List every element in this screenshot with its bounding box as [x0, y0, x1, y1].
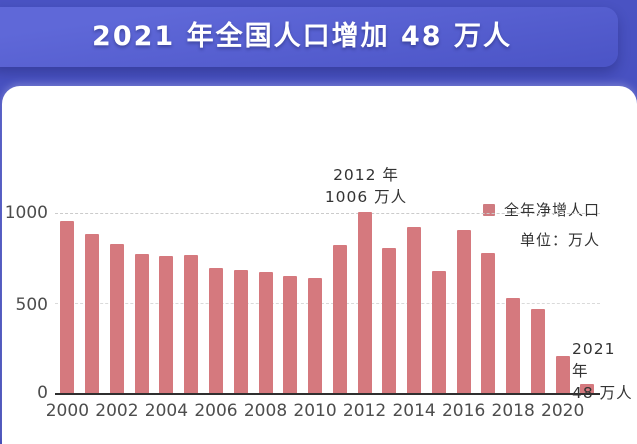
x-slot-2002: 2002: [95, 401, 138, 423]
bar-2005: [184, 254, 199, 393]
x-slot-2000: 2000: [46, 401, 89, 423]
bar-2002: [109, 244, 124, 393]
bar-slot-2000: [55, 213, 80, 393]
x-tick-2018: 2018: [491, 401, 535, 421]
bar-slot-2005: [179, 213, 204, 393]
x-tick-2000: 2000: [45, 401, 90, 421]
x-tick-2012: 2012: [342, 401, 387, 421]
bar-2017: [481, 252, 496, 393]
bar-slot-2009: [278, 213, 303, 393]
x-tick-2014: 2014: [392, 401, 436, 421]
bar-slot-2014: [402, 213, 427, 393]
gridline-500: [55, 303, 600, 304]
annotation-2021-year: 2021 年: [572, 340, 616, 380]
x-tick-2020: 2020: [541, 401, 585, 421]
annotation-2021: 2021 年 48 万人: [572, 338, 637, 404]
bar-2003: [134, 253, 149, 393]
title-banner: 2021 年全国人口增加 48 万人: [0, 7, 618, 67]
x-slot-2020: 2020: [541, 401, 584, 423]
legend-label: 全年净增人口: [503, 201, 600, 219]
bar-slot-2021: [575, 213, 600, 393]
x-slot-2021: [575, 401, 600, 423]
x-slot-2018: 2018: [492, 401, 535, 423]
y-tick-0: 0: [37, 383, 48, 403]
y-tick-1000: 1000: [4, 203, 48, 223]
bar-2007: [233, 270, 248, 393]
bar-slot-2011: [327, 213, 352, 393]
bar-slot-2002: [105, 213, 130, 393]
x-tick-2016: 2016: [441, 401, 486, 421]
bar-slot-2015: [426, 213, 451, 393]
bar-2006: [208, 268, 223, 393]
bar-slot-2001: [80, 213, 105, 393]
y-axis: 1000 500 0: [0, 0, 48, 444]
bar-2015: [431, 270, 446, 393]
bar-series: [55, 211, 600, 393]
bar-2018: [506, 297, 521, 393]
bar-slot-2018: [501, 213, 526, 393]
x-slot-2010: 2010: [293, 401, 336, 423]
annotation-2012-value: 1006 万人: [324, 188, 408, 206]
bar-slot-2004: [154, 213, 179, 393]
unit-label: 单位：万人: [519, 231, 600, 249]
x-tick-2004: 2004: [144, 401, 189, 421]
bar-slot-2016: [451, 213, 476, 393]
y-tick-500: 500: [15, 295, 48, 315]
bar-slot-2006: [204, 213, 229, 393]
bar-slot-2013: [377, 213, 402, 393]
x-slot-2004: 2004: [145, 401, 188, 423]
bar-2016: [456, 229, 471, 393]
bar-2014: [407, 227, 422, 393]
bar-slot-2020: [550, 213, 575, 393]
annotation-2012-year: 2012 年: [333, 166, 399, 184]
x-tick-2008: 2008: [243, 401, 288, 421]
gridline-1000: [55, 213, 600, 214]
bar-slot-2003: [129, 213, 154, 393]
plot-area: [55, 211, 600, 395]
x-tick-2006: 2006: [194, 401, 238, 421]
bar-slot-2007: [228, 213, 253, 393]
bar-slot-2012: [352, 211, 377, 393]
bar-2004: [159, 256, 174, 393]
bar-2001: [85, 233, 100, 393]
x-slot-2016: 2016: [442, 401, 485, 423]
x-tick-2002: 2002: [95, 401, 139, 421]
bar-2011: [332, 244, 347, 393]
bar-2008: [258, 271, 273, 393]
bar-2009: [283, 275, 298, 393]
bar-slot-2008: [253, 213, 278, 393]
annotation-2021-value: 48 万人: [572, 384, 633, 402]
bar-2021: [580, 384, 595, 393]
bar-slot-2019: [526, 213, 551, 393]
x-slot-2012: 2012: [343, 401, 386, 423]
legend-swatch-icon: [482, 203, 495, 216]
bar-2000: [60, 220, 75, 393]
bar-2013: [382, 248, 397, 393]
bar-2012: [357, 211, 372, 393]
x-axis: 2000 2002 2004 2006 2008 2010 2012 2014 2016 2018…: [46, 401, 600, 423]
annotation-2012: 2012 年 1006 万人: [325, 164, 407, 208]
bar-2010: [308, 277, 323, 393]
bar-slot-2017: [476, 213, 501, 393]
bar-2020: [555, 356, 570, 393]
x-slot-2006: 2006: [194, 401, 237, 423]
x-slot-2008: 2008: [244, 401, 287, 423]
legend: 全年净增人口 单位：万人: [482, 199, 600, 250]
x-slot-2014: 2014: [392, 401, 435, 423]
page-title: 2021 年全国人口增加 48 万人: [92, 21, 512, 52]
x-tick-2010: 2010: [293, 401, 337, 421]
bar-2019: [530, 308, 545, 393]
bar-slot-2010: [303, 213, 328, 393]
legend-row: 全年净增人口: [482, 199, 600, 220]
header-band: 2021 年全国人口增加 48 万人: [0, 0, 637, 100]
